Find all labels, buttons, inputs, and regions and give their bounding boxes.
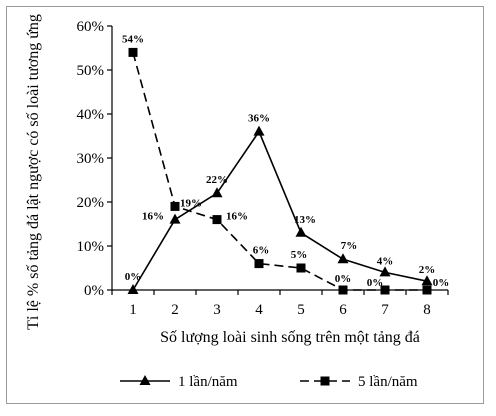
series-1-point	[169, 213, 181, 224]
y-axis-title: Tỉ lệ % số tảng đá lật ngược có số loài …	[25, 14, 42, 330]
series-2-point	[338, 285, 348, 295]
x-axis-title: Số lượng loài sinh sống trên một tảng đá	[160, 329, 420, 346]
data-label: 5%	[291, 249, 308, 261]
x-tick-label: 2	[171, 302, 179, 318]
x-tick-label: 7	[381, 302, 389, 318]
series-2-point	[128, 47, 138, 57]
data-label: 4%	[377, 255, 394, 267]
y-tick-label: 20%	[77, 195, 105, 211]
series-2-point	[296, 263, 306, 273]
axes	[111, 26, 448, 291]
legend-marker	[139, 375, 151, 385]
legend-item-1: 1 lần/năm	[120, 374, 238, 390]
series-2-point	[212, 215, 222, 225]
data-label: 16%	[226, 211, 248, 223]
x-tick-label: 6	[339, 302, 347, 318]
y-tick-label: 30%	[77, 151, 105, 167]
x-tick-label: 5	[297, 302, 305, 318]
x-axis-ticks: 1 2 3 4 5 6 7 8	[111, 290, 449, 318]
series-2	[128, 47, 432, 295]
legend-label: 5 lần/năm	[358, 374, 418, 390]
data-label: 0%	[367, 277, 384, 289]
legend-marker	[320, 376, 330, 386]
x-tick-label: 1	[129, 302, 137, 318]
chart-frame	[6, 6, 484, 404]
series-1-point	[211, 187, 223, 198]
data-label: 54%	[122, 33, 144, 45]
data-label: 36%	[248, 113, 270, 125]
series-1-line	[132, 129, 428, 291]
series-1-point	[295, 226, 307, 237]
legend: 1 lần/năm 5 lần/năm	[120, 374, 418, 390]
series-1-point	[253, 125, 265, 136]
data-label: 16%	[142, 211, 164, 223]
legend-label: 1 lần/năm	[178, 374, 238, 390]
data-label: 19%	[180, 197, 202, 209]
y-tick-label: 60%	[77, 19, 105, 35]
series-2-point	[422, 285, 432, 295]
data-label: 0%	[335, 273, 352, 285]
series-2-line	[132, 52, 427, 291]
data-label: 7%	[341, 240, 358, 252]
series-2-point	[170, 201, 180, 211]
y-tick-label: 0%	[84, 283, 104, 299]
x-tick-label: 3	[213, 302, 221, 318]
y-tick-label: 10%	[77, 239, 105, 255]
series-1	[127, 125, 433, 294]
y-tick-label: 50%	[77, 63, 105, 79]
data-label: 13%	[294, 214, 316, 226]
data-label: 6%	[253, 245, 270, 257]
x-tick-label: 4	[255, 302, 263, 318]
series-2-point	[254, 259, 264, 269]
series-1-point	[421, 275, 433, 286]
x-tick-label: 8	[423, 302, 431, 318]
series-1-point	[127, 284, 139, 294]
series-2-point	[380, 285, 390, 295]
data-label: 22%	[206, 174, 228, 186]
data-label: 0%	[433, 277, 450, 289]
series-1-point	[337, 253, 349, 264]
data-label: 0%	[125, 271, 142, 283]
y-axis-ticks: 0% 10% 20% 30% 40% 50% 60%	[77, 19, 112, 299]
data-label: 2%	[419, 264, 436, 276]
series-1-point	[379, 266, 391, 277]
data-labels: 0% 16% 22% 36% 13% 7% 4% 2% 54% 19% 16% 6% 5% 0% 0% 0%	[122, 33, 449, 289]
y-tick-label: 40%	[77, 107, 105, 123]
series-layer	[127, 47, 433, 295]
legend-item-2: 5 lần/năm	[300, 374, 418, 390]
